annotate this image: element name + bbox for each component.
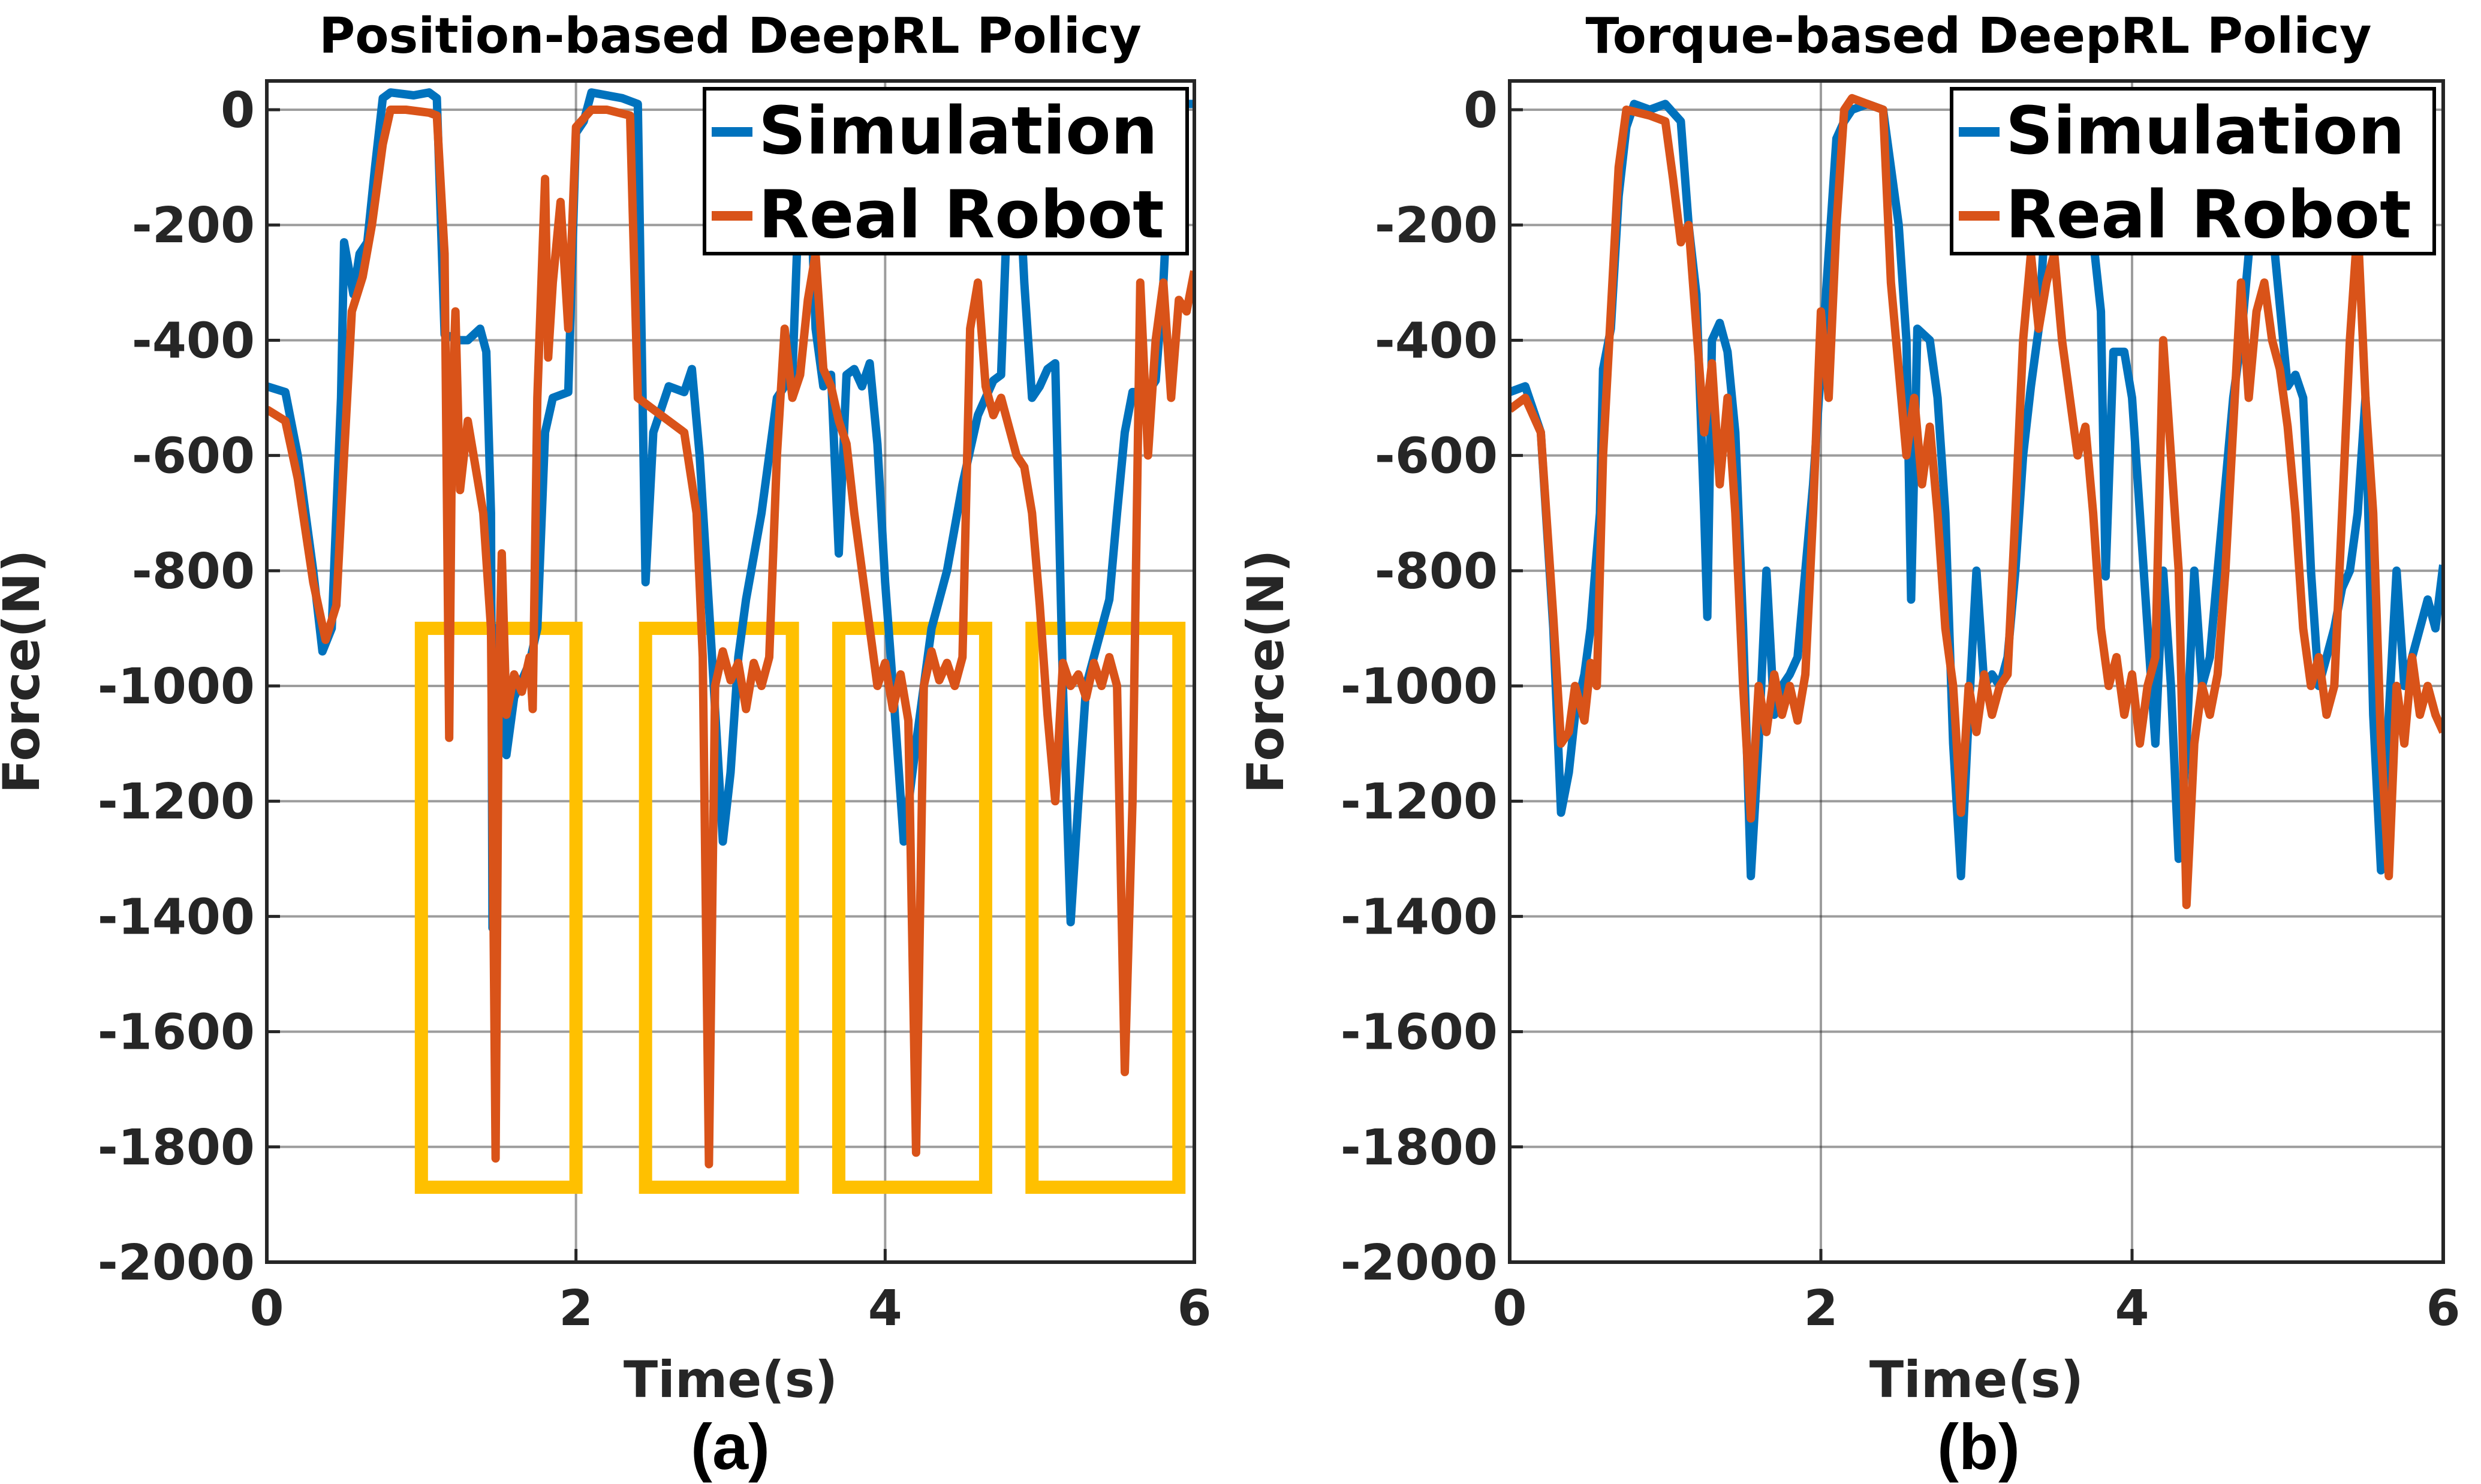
y-tick-label: 0: [221, 82, 255, 139]
legend-box: [1950, 87, 2436, 255]
panel-label: (a): [691, 1410, 770, 1483]
chart-panel-0: 0 2 4 6 0 -200 -400 -600 -800 -1000 -1200 -1400 -160…: [0, 8, 1212, 1483]
x-tick-label: 6: [2426, 1280, 2460, 1337]
y-axis-label: Force(N): [0, 550, 51, 794]
y-tick-label: -1000: [1341, 658, 1498, 715]
plot-area: [1510, 81, 2443, 1262]
series-line-real-robot: [1510, 94, 2443, 910]
highlight-box: [832, 621, 992, 1194]
y-tick-label: -2000: [1341, 1235, 1498, 1292]
y-tick-label: -1600: [1341, 1004, 1498, 1061]
x-tick-label: 6: [1177, 1280, 1211, 1337]
chart-panel-1: 0 2 4 6 0 -200 -400 -600 -800 -1000 -1200 -1400 -160…: [1236, 8, 2461, 1483]
legend-label: Simulation: [2006, 92, 2405, 169]
x-tick-label: 4: [2115, 1280, 2149, 1337]
x-tick-label: 0: [1492, 1280, 1526, 1337]
y-tick-label: -600: [132, 428, 255, 485]
y-tick-label: 0: [1464, 82, 1498, 139]
x-tick-label: 2: [1803, 1280, 1838, 1337]
legend-label: Real Robot: [2006, 176, 2411, 253]
y-tick-label: -1800: [98, 1119, 255, 1176]
y-tick-label: -1200: [1341, 773, 1498, 830]
legend-label: Simulation: [758, 92, 1158, 169]
y-tick-label: -600: [1375, 428, 1498, 485]
series-line-simulation: [267, 88, 1194, 932]
y-tick-label: -400: [1375, 312, 1498, 369]
series-line-real-robot: [267, 106, 1194, 1169]
chart-title: Torque-based DeepRL Policy: [1586, 8, 2372, 65]
x-tick-label: 4: [868, 1280, 902, 1337]
y-axis-label: Force(N): [1236, 550, 1295, 794]
y-tick-label: -200: [132, 197, 255, 254]
y-tick-label: -800: [132, 543, 255, 600]
y-tick-label: -400: [132, 312, 255, 369]
highlight-box: [639, 621, 799, 1194]
axes-box: [265, 79, 1196, 1264]
y-tick-label: -200: [1375, 197, 1498, 254]
x-axis-label: Time(s): [624, 1350, 838, 1409]
y-tick-label: -1200: [98, 773, 255, 830]
legend-label: Real Robot: [758, 176, 1164, 253]
y-tick-label: -2000: [98, 1235, 255, 1292]
x-tick-label: 0: [249, 1280, 284, 1337]
x-tick-label: 2: [559, 1280, 593, 1337]
panel-label: (b): [1937, 1410, 2020, 1483]
y-tick-label: -1600: [98, 1004, 255, 1061]
y-tick-label: -800: [1375, 543, 1498, 600]
y-tick-label: -1400: [1341, 889, 1498, 946]
x-axis-label: Time(s): [1869, 1350, 2083, 1409]
chart-title: Position-based DeepRL Policy: [319, 8, 1142, 65]
y-tick-label: -1000: [98, 658, 255, 715]
axes-box: [1508, 79, 2445, 1264]
y-tick-label: -1800: [1341, 1119, 1498, 1176]
y-tick-label: -1400: [98, 889, 255, 946]
legend-box: [703, 87, 1189, 255]
